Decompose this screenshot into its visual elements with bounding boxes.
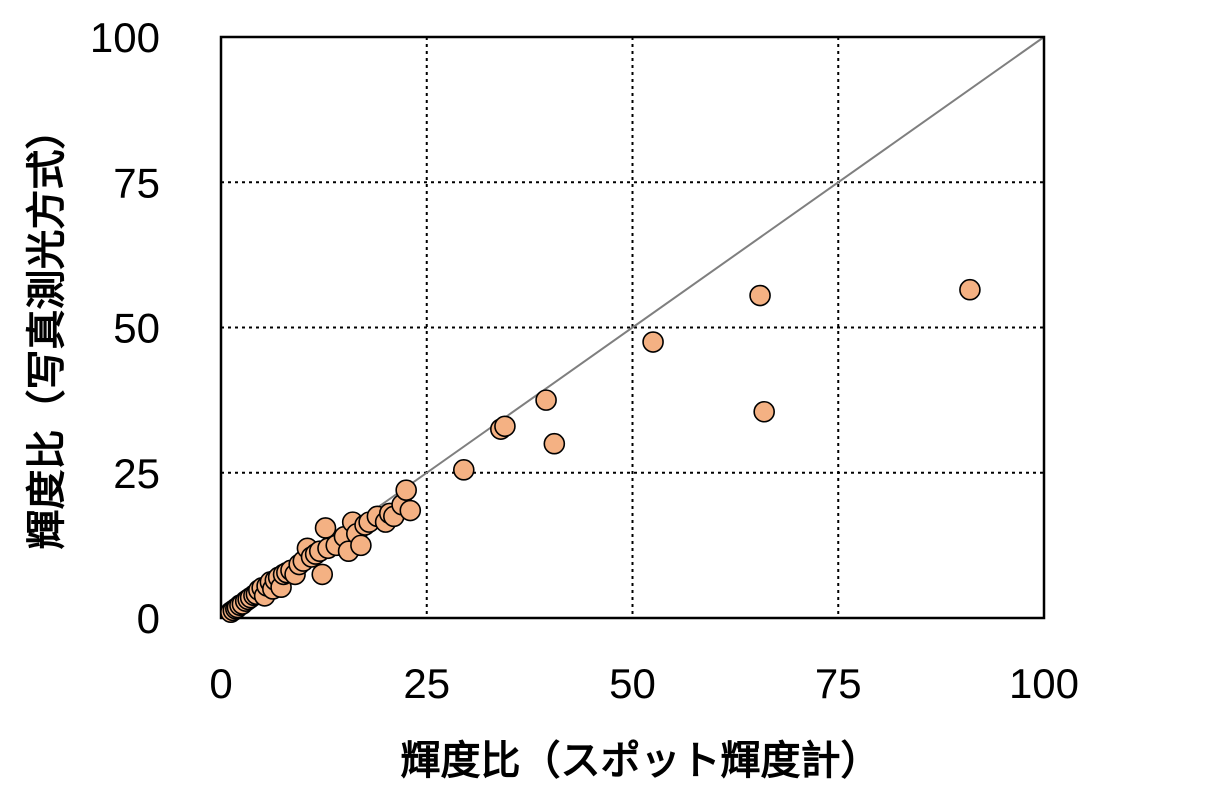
- data-points: [220, 278, 981, 623]
- x-tick-label: 25: [403, 660, 450, 707]
- y-tick-label: 100: [90, 14, 160, 61]
- y-axis-tick-labels: 0 25 50 75 100: [90, 14, 160, 642]
- x-axis-title: 輝度比（スポット輝度計）: [401, 738, 881, 784]
- y-tick-label: 75: [113, 159, 160, 206]
- data-point: [753, 400, 775, 423]
- y-tick-label: 25: [113, 450, 160, 497]
- x-tick-label: 100: [1009, 660, 1079, 707]
- y-axis-title: 輝度比（写真測光方式）: [24, 110, 70, 550]
- plot-area-frame: [219, 35, 1046, 620]
- data-point: [452, 459, 475, 481]
- data-point: [395, 479, 417, 501]
- y-tick-label: 0: [137, 595, 160, 642]
- y-tick-label: 50: [113, 305, 160, 352]
- data-point: [749, 284, 771, 307]
- data-point: [350, 534, 372, 557]
- x-axis-tick-labels: 0 25 50 75 100: [209, 660, 1079, 707]
- x-tick-label: 50: [609, 660, 656, 707]
- x-tick-label: 0: [209, 660, 232, 707]
- data-point: [642, 331, 664, 353]
- x-tick-label: 75: [815, 660, 862, 707]
- data-point: [959, 278, 981, 301]
- data-point: [311, 563, 334, 586]
- data-point: [543, 432, 566, 455]
- data-point: [494, 415, 516, 438]
- data-point: [535, 389, 557, 411]
- data-point: [399, 499, 422, 522]
- gridlines: [221, 37, 1044, 618]
- data-point: [314, 517, 337, 539]
